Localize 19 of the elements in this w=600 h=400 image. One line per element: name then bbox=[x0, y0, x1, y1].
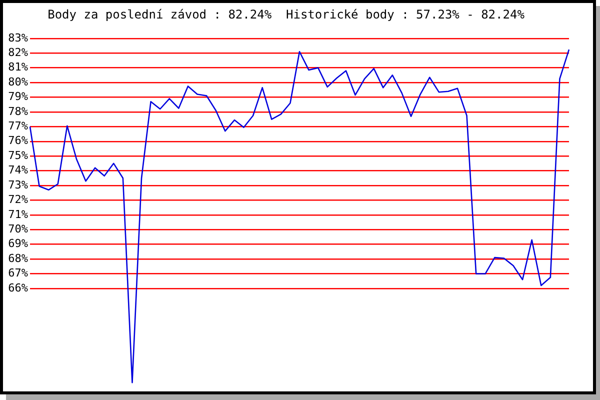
y-tick-label: 76% bbox=[8, 134, 28, 148]
y-tick-label: 81% bbox=[8, 60, 28, 74]
y-tick-label: 78% bbox=[8, 104, 28, 118]
y-tick-label: 68% bbox=[8, 252, 28, 265]
y-tick-label: 77% bbox=[8, 120, 28, 133]
y-tick-label: 75% bbox=[8, 148, 28, 162]
y-tick-label: 69% bbox=[8, 237, 28, 250]
y-tick-label: 82% bbox=[8, 46, 28, 59]
y-tick-label: 72% bbox=[8, 193, 28, 206]
y-tick-label: 83% bbox=[8, 31, 28, 44]
y-tick-label: 70% bbox=[8, 222, 28, 236]
y-tick-label: 80% bbox=[8, 75, 28, 88]
y-tick-label: 67% bbox=[8, 266, 28, 280]
y-tick-label: 73% bbox=[8, 178, 28, 192]
chart-title: Body za poslední závod : 82.24% Historické body : 57.23% - 82.24% bbox=[48, 7, 526, 22]
y-tick-label: 79% bbox=[8, 90, 28, 104]
y-tick-label: 74% bbox=[8, 164, 28, 177]
y-tick-label: 71% bbox=[8, 208, 28, 221]
y-tick-label: 66% bbox=[8, 281, 28, 294]
